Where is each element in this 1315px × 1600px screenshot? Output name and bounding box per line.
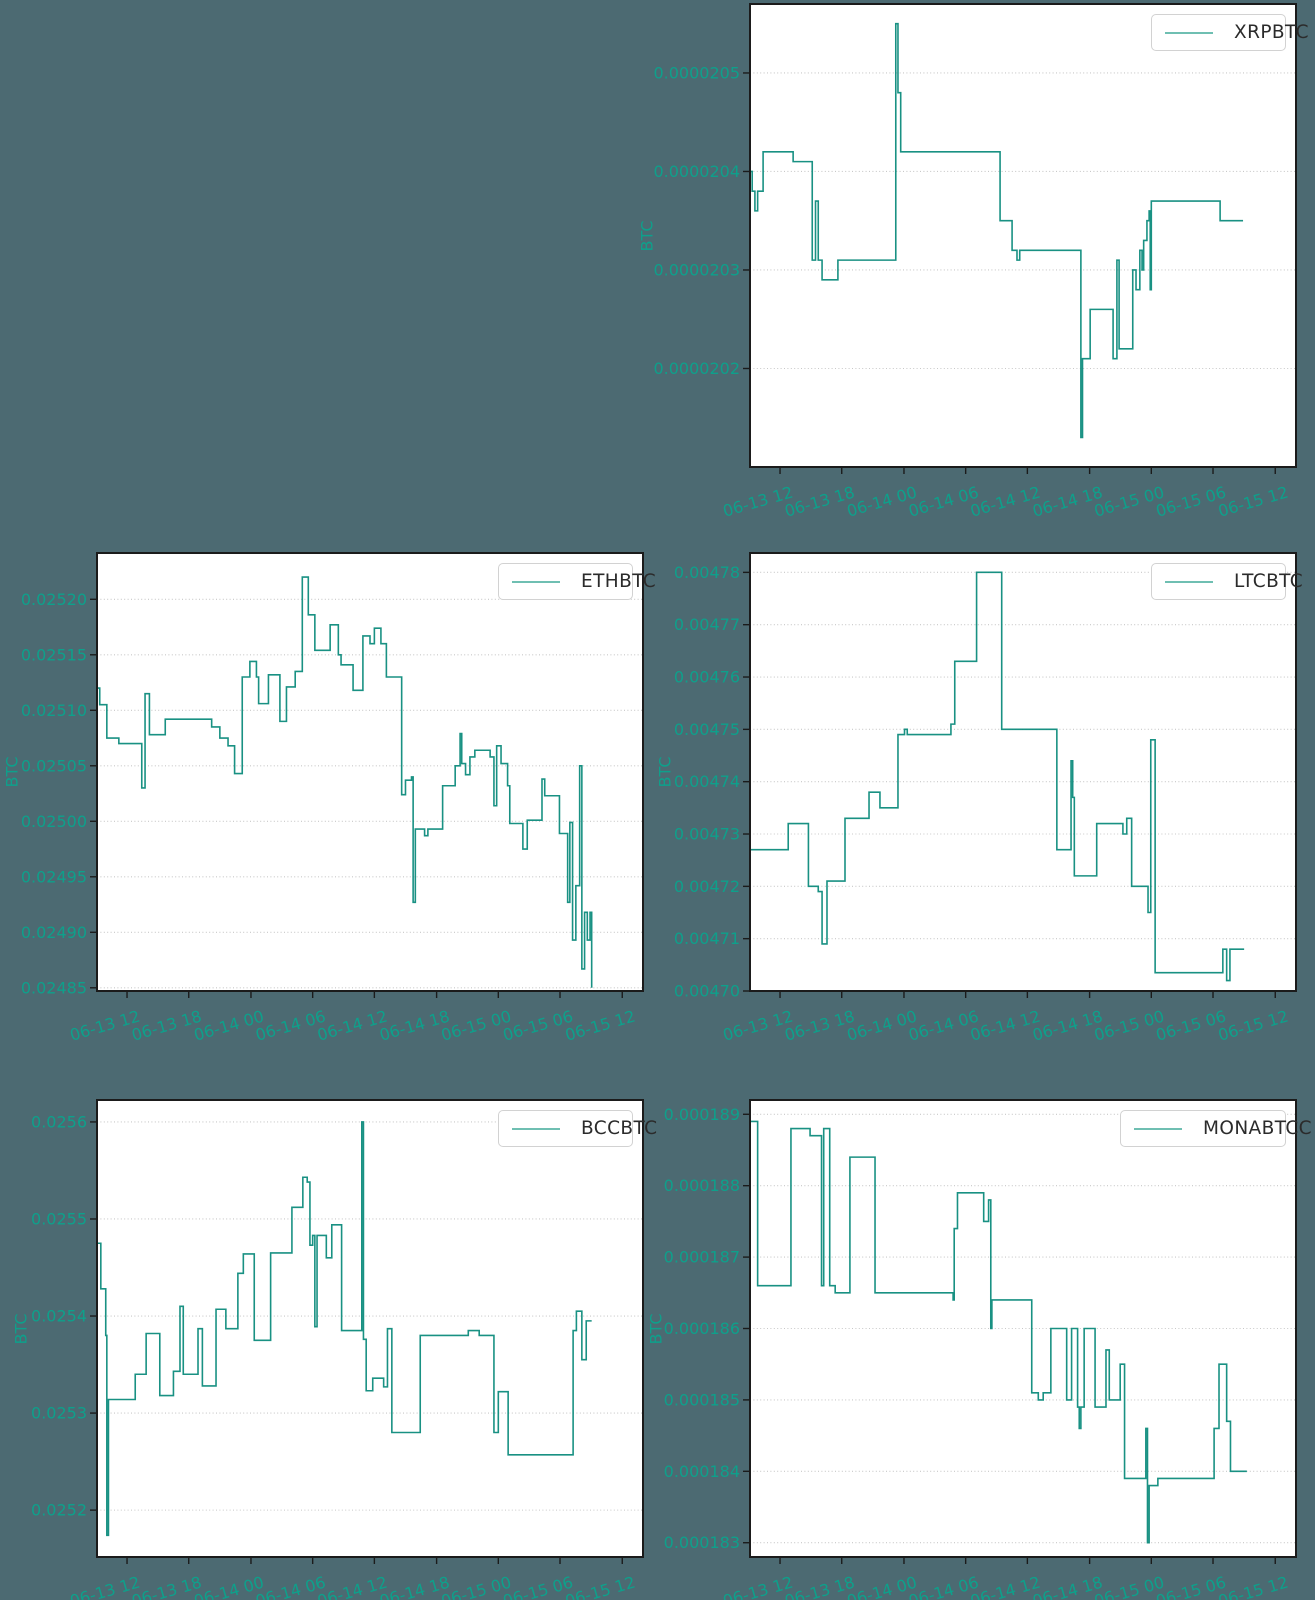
y-tick-label: 0.000183 — [664, 1533, 740, 1552]
y-tick-label: 0.02505 — [21, 756, 87, 775]
monabtcc-series-line — [750, 1120, 1247, 1544]
y-tick-label: 0.0252 — [31, 1501, 87, 1520]
y-tick-label: 0.000188 — [664, 1176, 740, 1195]
y-tick-label: 0.02490 — [21, 923, 87, 942]
y-tick-label: 0.000187 — [664, 1248, 740, 1267]
xrpbtc-plot: 0.0000205 0.0000204 0.0000203 0.0000202 06-1… — [653, 3, 1297, 521]
y-tick-label: 0.000189 — [664, 1105, 740, 1124]
y-tick-label: 0.0000204 — [653, 162, 740, 181]
xrpbtc-legend: XRPBTC — [1151, 14, 1309, 51]
monabtcc-ylabel: BTC — [646, 1313, 666, 1344]
xrpbtc-plot-area — [750, 4, 1296, 467]
monabtcc-legend-line-sample — [1134, 1127, 1182, 1130]
y-tick-label: 0.0000203 — [653, 260, 740, 279]
y-tick-label: 0.00477 — [674, 615, 740, 634]
chart-cell-ethbtc: 0.02520 0.02515 0.02510 0.02505 0.02500 0.024… — [0, 530, 657, 1060]
ltcbtc-series-line — [750, 571, 1245, 982]
bccbtc-legend: BCCBTC — [498, 1110, 657, 1147]
chart-cell-monabtcc: 0.000189 0.000188 0.000187 0.000186 0.000185… — [647, 1060, 1315, 1600]
ethbtc-series-line — [97, 576, 593, 988]
y-tick-label: 0.02500 — [21, 812, 87, 831]
ltcbtc-legend-line-sample — [1165, 580, 1213, 583]
x-tick-label: 06-15 12 — [1216, 483, 1290, 521]
y-tick-label: 0.02515 — [21, 645, 87, 664]
y-tick-label: 0.02510 — [21, 701, 87, 720]
x-tick-label: 06-15 12 — [563, 1573, 637, 1600]
monabtcc-legend: MONABTCC — [1120, 1110, 1312, 1147]
xrpbtc-ylabel: BTC — [637, 220, 657, 251]
ethbtc-legend: ETHBTC — [498, 563, 656, 600]
plot-border — [749, 3, 1297, 468]
y-tick-label: 0.02485 — [21, 978, 87, 997]
empty-cell — [0, 0, 657, 530]
y-tick-label: 0.00475 — [674, 720, 740, 739]
chart-cell-bccbtc: 0.0256 0.0255 0.0254 0.0253 0.0252 06-13 12 06… — [0, 1060, 657, 1600]
ltcbtc-plot-area — [750, 553, 1296, 991]
ltcbtc-legend-label: LTCBTC — [1234, 571, 1304, 592]
y-tick-label: 0.00471 — [674, 929, 740, 948]
x-tick-label: 06-15 12 — [563, 1007, 637, 1045]
xrpbtc-legend-label: XRPBTC — [1234, 22, 1309, 43]
y-tick-label: 0.0000202 — [653, 359, 740, 378]
y-tick-label: 0.00470 — [674, 982, 740, 1001]
ethbtc-legend-line-sample — [512, 580, 560, 583]
y-tick-label: 0.02520 — [21, 590, 87, 609]
y-tick-label: 0.0254 — [31, 1307, 87, 1326]
plot-border — [749, 552, 1297, 992]
plot-border — [749, 1099, 1297, 1558]
bccbtc-series-line — [97, 1121, 592, 1537]
plot-border — [96, 1099, 644, 1558]
y-tick-label: 0.000184 — [664, 1462, 740, 1481]
ethbtc-legend-label: ETHBTC — [581, 571, 657, 592]
y-tick-label: 0.000186 — [664, 1319, 740, 1338]
ltcbtc-ylabel: BTC — [655, 756, 675, 788]
bccbtc-legend-line-sample — [512, 1127, 560, 1130]
x-tick-label: 06-15 12 — [1216, 1007, 1290, 1045]
ltcbtc-plot: 0.00478 0.00477 0.00476 0.00475 0.00474 0.004… — [674, 552, 1297, 1045]
y-tick-label: 0.00476 — [674, 668, 740, 687]
bccbtc-plot-area — [97, 1100, 643, 1557]
y-tick-label: 0.0253 — [31, 1404, 87, 1423]
ethbtc-ylabel: BTC — [2, 756, 22, 788]
y-tick-label: 0.00472 — [674, 877, 740, 896]
monabtcc-legend-label: MONABTCC — [1203, 1118, 1312, 1139]
plot-border — [96, 552, 644, 992]
ltcbtc-legend: LTCBTC — [1151, 563, 1303, 600]
y-tick-label: 0.0000205 — [653, 63, 740, 82]
monabtcc-plot: 0.000189 0.000188 0.000187 0.000186 0.000185… — [664, 1099, 1297, 1600]
y-tick-label: 0.000185 — [664, 1390, 740, 1409]
y-tick-label: 0.02495 — [21, 867, 87, 886]
xrpbtc-legend-line-sample — [1165, 31, 1213, 34]
chart-cell-ltcbtc: 0.00478 0.00477 0.00476 0.00475 0.00474 0.004… — [655, 530, 1315, 1060]
y-tick-label: 0.0255 — [31, 1209, 87, 1228]
bccbtc-legend-label: BCCBTC — [581, 1118, 658, 1139]
ethbtc-plot: 0.02520 0.02515 0.02510 0.02505 0.02500 0.024… — [21, 552, 644, 1045]
y-tick-label: 0.00474 — [674, 772, 740, 791]
y-tick-label: 0.0256 — [31, 1112, 87, 1131]
y-tick-label: 0.00473 — [674, 825, 740, 844]
bccbtc-ylabel: BTC — [11, 1313, 31, 1344]
x-tick-label: 06-15 12 — [1216, 1573, 1290, 1600]
y-tick-label: 0.00478 — [674, 563, 740, 582]
xrpbtc-series-line — [750, 22, 1244, 439]
ethbtc-plot-area — [97, 553, 643, 991]
chart-cell-xrpbtc: 0.0000205 0.0000204 0.0000203 0.0000202 06-1… — [638, 0, 1315, 530]
